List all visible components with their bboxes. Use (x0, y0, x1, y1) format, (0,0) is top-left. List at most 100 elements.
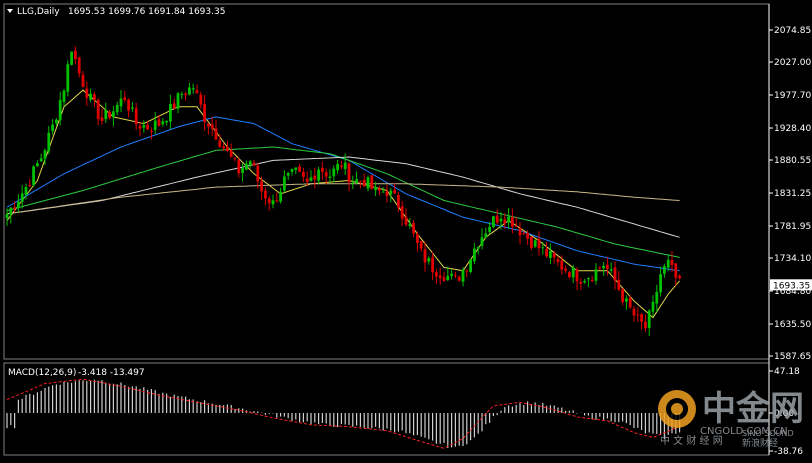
candle (389, 187, 393, 203)
candle (575, 267, 579, 291)
candle (347, 161, 351, 192)
candle (476, 246, 480, 255)
candle (237, 157, 241, 178)
candle (495, 209, 499, 225)
candle (305, 171, 309, 186)
macd-tick-label: -38.76 (774, 447, 803, 457)
candle (222, 142, 225, 152)
candle (150, 127, 153, 140)
price-tick-label: 1928.40 (774, 124, 811, 134)
candle (309, 170, 313, 182)
candle (252, 159, 256, 167)
candle (127, 98, 130, 118)
price-axis-ticks: 2074.85 2027.00 1977.70 1928.40 1880.55 1831.… (769, 26, 811, 362)
candle (568, 271, 571, 279)
candle (47, 125, 51, 155)
candle (66, 60, 70, 97)
candle (385, 184, 389, 203)
candle (659, 266, 662, 297)
candle (606, 257, 609, 276)
candle (17, 194, 20, 213)
moving-average-line-4 (6, 156, 680, 238)
candle (503, 213, 507, 229)
candle (446, 266, 450, 282)
candle (404, 208, 408, 227)
candle (123, 90, 127, 103)
candle (442, 271, 446, 282)
candle (522, 230, 526, 235)
candle (400, 200, 404, 226)
candle (560, 255, 564, 275)
candle (526, 230, 529, 245)
candle (85, 81, 89, 106)
candle (514, 216, 518, 227)
macd-axis-ticks: 47.18 0.00 -38.76 (769, 367, 803, 457)
candle (81, 71, 85, 88)
candle (678, 274, 681, 280)
candle (492, 215, 495, 229)
candle (146, 121, 149, 131)
candle (621, 288, 624, 306)
candle (207, 123, 210, 135)
candle (32, 164, 35, 187)
candle (229, 143, 233, 158)
current-price-label: 1693.35 (773, 281, 810, 291)
candle (298, 163, 301, 173)
candle (613, 261, 617, 290)
candle (647, 309, 651, 336)
candle (454, 271, 457, 279)
candle (89, 88, 92, 103)
candle (96, 97, 100, 126)
candle (355, 171, 358, 184)
moving-average-line-5 (6, 183, 680, 215)
candle (651, 295, 655, 317)
macd-tick-label: 47.18 (774, 367, 800, 377)
price-tick-label: 1880.55 (774, 156, 811, 166)
watermark-sino: SINO SOUND (742, 429, 794, 438)
candle (469, 258, 472, 274)
candle (28, 178, 32, 188)
candle (587, 277, 590, 287)
candle (294, 167, 298, 175)
candle (267, 196, 271, 211)
candle (351, 175, 355, 190)
candle (214, 119, 218, 140)
candle (165, 120, 168, 126)
candle (628, 295, 632, 309)
candle (13, 201, 16, 213)
candle (340, 160, 343, 170)
candle (172, 98, 176, 109)
candle (636, 307, 640, 322)
candle (450, 269, 453, 280)
candle (408, 217, 412, 229)
price-tick-label: 1684.80 (774, 287, 811, 297)
candle (100, 108, 104, 125)
symbol-menu-arrow-icon[interactable] (7, 9, 13, 13)
candle (666, 255, 670, 272)
candle (290, 168, 294, 176)
candle (169, 94, 172, 130)
candle (36, 160, 39, 167)
candle (279, 187, 282, 204)
candle (362, 173, 366, 187)
candle (419, 240, 423, 252)
candle (609, 262, 613, 274)
candle (218, 134, 222, 148)
candle (552, 251, 556, 264)
candle (533, 238, 537, 248)
candle (275, 192, 279, 203)
moving-average-line-3 (6, 146, 680, 258)
candle (184, 91, 187, 101)
candle (480, 228, 484, 250)
candle (176, 91, 180, 114)
candle (644, 314, 647, 333)
candle (245, 160, 248, 171)
candle (131, 101, 134, 112)
candle (199, 91, 203, 109)
price-tick-label: 1977.70 (774, 91, 811, 101)
candle (180, 91, 184, 100)
candle (438, 267, 442, 286)
candle (93, 92, 96, 107)
moving-averages (6, 89, 680, 319)
